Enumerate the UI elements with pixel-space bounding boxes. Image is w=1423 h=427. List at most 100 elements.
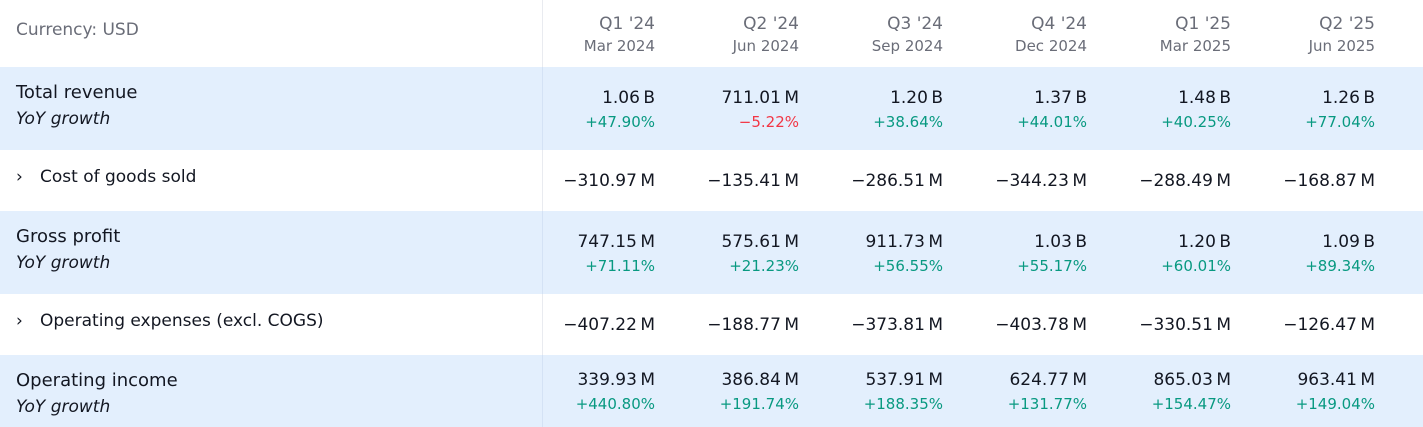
- value: −330.51 M: [1139, 314, 1231, 335]
- row-values: 747.15 M +71.11% 575.61 M +21.23% 911.73…: [543, 211, 1423, 294]
- value-cell: 386.84 M +191.74%: [687, 355, 831, 427]
- value-cell: −168.87 M: [1263, 150, 1407, 211]
- yoy-growth-label: YoY growth: [16, 253, 111, 273]
- row-label: Operating income: [16, 370, 178, 391]
- yoy-growth-label: YoY growth: [16, 109, 111, 129]
- value: 747.15 M: [577, 231, 655, 252]
- value: 1.20 B: [890, 87, 943, 108]
- value: 1.20 B: [1178, 231, 1231, 252]
- value-cell: 963.41 M +149.04%: [1263, 355, 1407, 427]
- value-cell: 537.91 M +188.35%: [831, 355, 975, 427]
- value-cell: 865.03 M +154.47%: [1119, 355, 1263, 427]
- value: 624.77 M: [1009, 370, 1087, 390]
- value-cell: −188.77 M: [687, 294, 831, 355]
- row-operating-expenses[interactable]: › Operating expenses (excl. COGS) −407.22…: [0, 294, 1423, 355]
- value-cell: 1.06 B +47.90%: [543, 67, 687, 150]
- row-label-cell: Total revenue YoY growth: [0, 67, 543, 150]
- period-header: Q3 '24 Sep 2024: [831, 0, 975, 67]
- row-label-cell: › Cost of goods sold: [0, 150, 543, 211]
- period-date: Sep 2024: [871, 36, 943, 55]
- value-cell: −373.81 M: [831, 294, 975, 355]
- row-values: 339.93 M +440.80% 386.84 M +191.74% 537.…: [543, 355, 1423, 427]
- growth-value: +440.80%: [575, 395, 655, 413]
- row-values: −310.97 M −135.41 M −286.51 M −344.23 M …: [543, 150, 1423, 211]
- growth-value: +154.47%: [1151, 395, 1231, 413]
- value-cell: −407.22 M: [543, 294, 687, 355]
- growth-value: +60.01%: [1161, 256, 1231, 275]
- period-header: Q2 '24 Jun 2024: [687, 0, 831, 67]
- row-label-cell: Gross profit YoY growth: [0, 211, 543, 294]
- growth-value: +191.74%: [719, 395, 799, 413]
- value: 575.61 M: [721, 231, 799, 252]
- row-total-revenue: Total revenue YoY growth 1.06 B +47.90% …: [0, 67, 1423, 150]
- expand-toggle[interactable]: › Operating expenses (excl. COGS): [16, 311, 324, 331]
- growth-value: +149.04%: [1295, 395, 1375, 413]
- value: 1.09 B: [1322, 231, 1375, 252]
- period-header: Q2 '25 Jun 2025: [1263, 0, 1407, 67]
- value: 911.73 M: [865, 231, 943, 252]
- value: 963.41 M: [1297, 370, 1375, 390]
- value-cell: 911.73 M +56.55%: [831, 211, 975, 294]
- period-date: Mar 2025: [1159, 36, 1231, 55]
- value: 339.93 M: [577, 370, 655, 390]
- row-label: Operating expenses (excl. COGS): [40, 311, 324, 331]
- growth-value: +38.64%: [873, 112, 943, 131]
- expand-toggle[interactable]: › Cost of goods sold: [16, 167, 196, 187]
- yoy-growth-label: YoY growth: [16, 397, 111, 417]
- growth-value: +77.04%: [1305, 112, 1375, 131]
- value: −403.78 M: [995, 314, 1087, 335]
- growth-value: +47.90%: [585, 112, 655, 131]
- value: −373.81 M: [851, 314, 943, 335]
- value-cell: −135.41 M: [687, 150, 831, 211]
- value: −168.87 M: [1283, 170, 1375, 191]
- value: −188.77 M: [707, 314, 799, 335]
- chevron-right-icon[interactable]: ›: [16, 167, 23, 187]
- value-cell: −330.51 M: [1119, 294, 1263, 355]
- row-cost-of-goods-sold[interactable]: › Cost of goods sold −310.97 M −135.41 M …: [0, 150, 1423, 211]
- value-cell: −403.78 M: [975, 294, 1119, 355]
- period-quarter: Q1 '24: [599, 13, 655, 34]
- value: 711.01 M: [721, 87, 799, 108]
- period-header: Q1 '24 Mar 2024: [543, 0, 687, 67]
- value-cell: −344.23 M: [975, 150, 1119, 211]
- value: −288.49 M: [1139, 170, 1231, 191]
- header-row: Currency: USD Q1 '24 Mar 2024 Q2 '24 Jun…: [0, 0, 1423, 67]
- growth-value: +21.23%: [729, 256, 799, 275]
- value: −310.97 M: [563, 170, 655, 191]
- growth-value: +188.35%: [863, 395, 943, 413]
- period-date: Mar 2024: [583, 36, 655, 55]
- growth-value: +44.01%: [1017, 112, 1087, 131]
- value-cell: 1.20 B +38.64%: [831, 67, 975, 150]
- value: −344.23 M: [995, 170, 1087, 191]
- value-cell: 1.20 B +60.01%: [1119, 211, 1263, 294]
- period-quarter: Q3 '24: [887, 13, 943, 34]
- value: −407.22 M: [563, 314, 655, 335]
- growth-value: +89.34%: [1305, 256, 1375, 275]
- period-header: Q1 '25 Mar 2025: [1119, 0, 1263, 67]
- value: 386.84 M: [721, 370, 799, 390]
- value-cell: −288.49 M: [1119, 150, 1263, 211]
- period-quarter: Q4 '24: [1031, 13, 1087, 34]
- value: 865.03 M: [1153, 370, 1231, 390]
- value-cell: −286.51 M: [831, 150, 975, 211]
- value-cell: 575.61 M +21.23%: [687, 211, 831, 294]
- row-values: −407.22 M −188.77 M −373.81 M −403.78 M …: [543, 294, 1423, 355]
- chevron-right-icon[interactable]: ›: [16, 311, 23, 331]
- growth-value: +40.25%: [1161, 112, 1231, 131]
- currency-label: Currency: USD: [16, 20, 139, 40]
- value-cell: 1.37 B +44.01%: [975, 67, 1119, 150]
- value-cell: 1.48 B +40.25%: [1119, 67, 1263, 150]
- row-label-cell: Operating income YoY growth: [0, 355, 543, 427]
- period-date: Dec 2024: [1015, 36, 1087, 55]
- growth-value: +131.77%: [1007, 395, 1087, 413]
- row-gross-profit: Gross profit YoY growth 747.15 M +71.11%…: [0, 211, 1423, 294]
- value-cell: 624.77 M +131.77%: [975, 355, 1119, 427]
- value: −126.47 M: [1283, 314, 1375, 335]
- row-operating-income: Operating income YoY growth 339.93 M +44…: [0, 355, 1423, 427]
- value-cell: 1.09 B +89.34%: [1263, 211, 1407, 294]
- value-cell: −126.47 M: [1263, 294, 1407, 355]
- value-cell: 1.26 B +77.04%: [1263, 67, 1407, 150]
- value-cell: 339.93 M +440.80%: [543, 355, 687, 427]
- value: 1.37 B: [1034, 87, 1087, 108]
